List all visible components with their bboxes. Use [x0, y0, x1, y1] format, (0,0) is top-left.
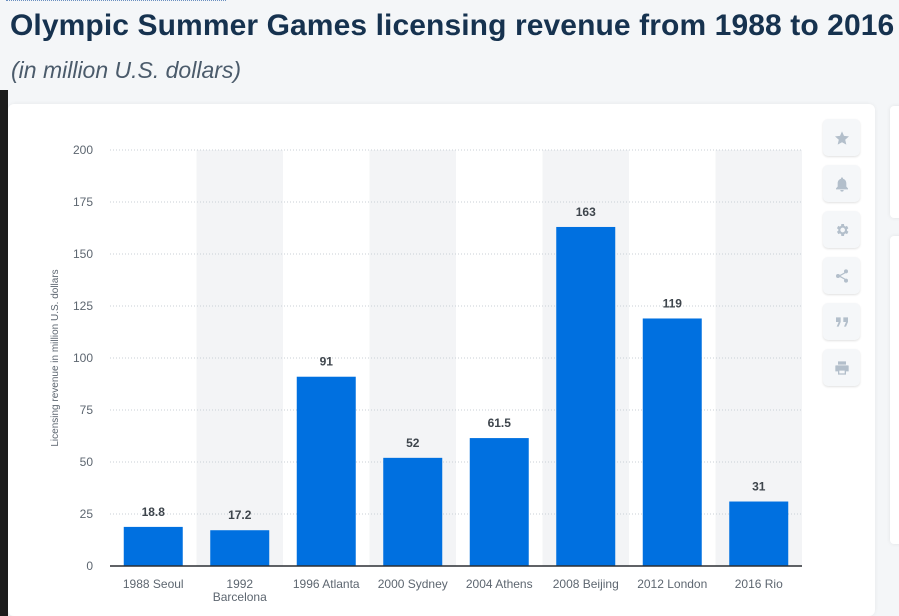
- x-tick-label: Barcelona: [213, 590, 267, 604]
- x-tick-label: 1992: [226, 577, 253, 591]
- bell-icon: [835, 176, 848, 192]
- bar: [729, 501, 789, 566]
- data-label: 18.8: [142, 505, 166, 519]
- x-tick-label: 2008 Beijing: [553, 577, 619, 591]
- chart-subtitle: (in million U.S. dollars): [11, 57, 242, 83]
- bar: [210, 530, 270, 566]
- x-tick-label: 2000 Sydney: [378, 577, 448, 591]
- y-tick-label: 125: [73, 299, 93, 313]
- y-axis-title: Licensing revenue in million U.S. dollar…: [50, 269, 61, 446]
- x-tick-label: 2004 Athens: [466, 577, 533, 591]
- y-tick-label: 0: [86, 559, 93, 573]
- share-icon: [835, 268, 848, 283]
- y-tick-label: 75: [80, 403, 94, 417]
- x-tick-label: 1996 Atlanta: [293, 577, 360, 591]
- bar: [556, 226, 616, 566]
- data-label: 31: [752, 480, 766, 494]
- side-panel-bottom: [890, 236, 899, 544]
- y-tick-label: 200: [73, 143, 93, 157]
- favorite-button[interactable]: [823, 119, 860, 156]
- bar: [642, 318, 702, 566]
- y-tick-label: 150: [73, 247, 93, 261]
- y-tick-label: 25: [80, 507, 94, 521]
- page-left-edge: [0, 90, 8, 616]
- cite-button[interactable]: [823, 303, 860, 340]
- notification-button[interactable]: [823, 165, 860, 202]
- data-label: 52: [406, 436, 420, 450]
- star-icon: [834, 130, 849, 145]
- y-tick-label: 175: [73, 195, 93, 209]
- chart-toolbar: [823, 119, 860, 395]
- y-tick-label: 50: [80, 455, 94, 469]
- bar: [383, 457, 443, 566]
- x-tick-label: 2012 London: [637, 577, 707, 591]
- data-label: 119: [663, 296, 683, 310]
- y-tick-label: 100: [73, 351, 93, 365]
- data-label: 163: [576, 205, 596, 219]
- gear-icon: [836, 223, 848, 236]
- side-panel-top: [890, 106, 899, 218]
- data-label: 61.5: [488, 416, 512, 430]
- share-button[interactable]: [823, 257, 860, 294]
- print-icon: [834, 360, 849, 375]
- top-decoration: [6, 0, 226, 4]
- x-tick-label: 1988 Seoul: [123, 577, 184, 591]
- data-label: 17.2: [228, 508, 252, 522]
- bar: [123, 526, 183, 566]
- bar: [469, 438, 529, 566]
- print-button[interactable]: [823, 349, 860, 386]
- data-label: 91: [320, 355, 334, 369]
- settings-button[interactable]: [823, 211, 860, 248]
- chart-title: Olympic Summer Games licensing revenue f…: [10, 9, 895, 42]
- x-tick-label: 2016 Rio: [735, 577, 783, 591]
- bar: [296, 376, 356, 566]
- quote-icon: [835, 316, 848, 327]
